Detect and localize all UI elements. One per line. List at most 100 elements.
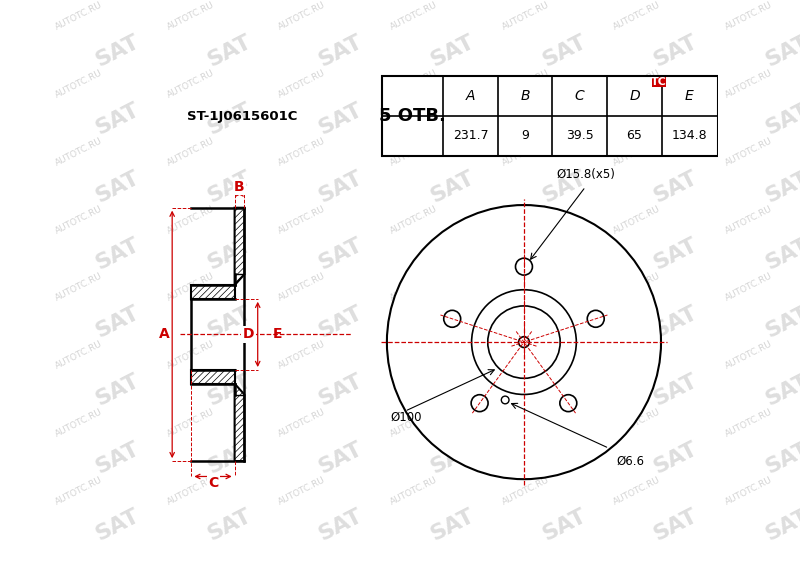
Text: SAT: SAT	[427, 32, 478, 70]
Text: AUTOTC.RU: AUTOTC.RU	[501, 204, 550, 236]
Text: AUTOTC.RU: AUTOTC.RU	[166, 1, 216, 32]
Text: .ru: .ru	[666, 77, 686, 90]
Text: SAT: SAT	[650, 99, 701, 138]
Text: E: E	[273, 327, 282, 342]
Text: AUTOTC.RU: AUTOTC.RU	[501, 339, 550, 371]
Text: AUTOTC.RU: AUTOTC.RU	[612, 204, 662, 236]
Text: SAT: SAT	[204, 167, 254, 206]
Text: SAT: SAT	[204, 506, 254, 545]
Text: AUTOTC.RU: AUTOTC.RU	[612, 1, 662, 32]
Text: SAT: SAT	[315, 506, 366, 545]
Text: SAT: SAT	[315, 303, 366, 342]
Text: SAT: SAT	[427, 235, 478, 274]
Text: AUTOTC.RU: AUTOTC.RU	[389, 407, 439, 439]
Text: AUTOTC.RU: AUTOTC.RU	[166, 407, 216, 439]
Circle shape	[502, 396, 509, 404]
Text: 65: 65	[626, 129, 642, 143]
Text: SAT: SAT	[538, 438, 590, 477]
Text: SAT: SAT	[204, 303, 254, 342]
Text: AUTOTC.RU: AUTOTC.RU	[389, 68, 439, 100]
Text: Ø100: Ø100	[390, 411, 422, 424]
Text: AUTOTC.RU: AUTOTC.RU	[389, 339, 439, 371]
Text: SAT: SAT	[315, 99, 366, 138]
Text: SAT: SAT	[92, 506, 142, 545]
Text: AUTOTC.RU: AUTOTC.RU	[724, 339, 774, 371]
Text: SAT: SAT	[92, 303, 142, 342]
Text: SAT: SAT	[538, 303, 590, 342]
Text: AUTOTC.RU: AUTOTC.RU	[724, 1, 774, 32]
Text: AUTOTC.RU: AUTOTC.RU	[277, 136, 327, 168]
Text: TC: TC	[651, 77, 667, 87]
Text: SAT: SAT	[315, 438, 366, 477]
Circle shape	[471, 395, 488, 411]
Text: AUTOTC.RU: AUTOTC.RU	[389, 1, 439, 32]
Text: AUTOTC.RU: AUTOTC.RU	[724, 407, 774, 439]
Polygon shape	[191, 370, 234, 383]
Text: AUTOTC.RU: AUTOTC.RU	[612, 136, 662, 168]
Text: AUTOTC.RU: AUTOTC.RU	[612, 407, 662, 439]
Text: AUTOTC.RU: AUTOTC.RU	[724, 475, 774, 507]
Text: AUTOTC.RU: AUTOTC.RU	[501, 136, 550, 168]
Text: SAT: SAT	[762, 506, 800, 545]
Text: AUTOTC.RU: AUTOTC.RU	[166, 272, 216, 303]
Text: 231.7: 231.7	[453, 129, 488, 143]
Text: AUTOTC.RU: AUTOTC.RU	[501, 475, 550, 507]
Text: SAT: SAT	[92, 370, 142, 409]
Text: AUTOTC.RU: AUTOTC.RU	[54, 204, 104, 236]
Text: AUTOTC.RU: AUTOTC.RU	[54, 272, 104, 303]
Text: SAT: SAT	[538, 32, 590, 70]
Text: SAT: SAT	[762, 438, 800, 477]
Circle shape	[518, 337, 530, 347]
Text: AUTOTC.RU: AUTOTC.RU	[54, 407, 104, 439]
Text: SAT: SAT	[650, 235, 701, 274]
Circle shape	[472, 290, 576, 394]
Text: A: A	[466, 89, 475, 103]
Text: SAT: SAT	[650, 370, 701, 409]
Text: SAT: SAT	[762, 32, 800, 70]
Text: AUTOTC.RU: AUTOTC.RU	[501, 407, 550, 439]
Text: AUTOTC.RU: AUTOTC.RU	[389, 475, 439, 507]
Text: Ø15.8(x5): Ø15.8(x5)	[556, 168, 615, 181]
Text: SAT: SAT	[315, 370, 366, 409]
Text: SAT: SAT	[204, 32, 254, 70]
Circle shape	[587, 311, 604, 327]
Text: AUTOTC.RU: AUTOTC.RU	[724, 204, 774, 236]
Text: AUTOTC.RU: AUTOTC.RU	[724, 272, 774, 303]
Text: SAT: SAT	[427, 99, 478, 138]
Text: SAT: SAT	[92, 32, 142, 70]
Text: SAT: SAT	[315, 167, 366, 206]
Text: AUTOTC.RU: AUTOTC.RU	[54, 68, 104, 100]
Text: SAT: SAT	[650, 32, 701, 70]
Text: ST-1J0615601C: ST-1J0615601C	[186, 109, 297, 123]
Text: SAT: SAT	[427, 303, 478, 342]
Text: AUTOTC.RU: AUTOTC.RU	[277, 407, 327, 439]
Text: SAT: SAT	[92, 167, 142, 206]
Text: AUTOTC.RU: AUTOTC.RU	[612, 339, 662, 371]
Text: SAT: SAT	[762, 303, 800, 342]
Text: AUTOTC.RU: AUTOTC.RU	[277, 272, 327, 303]
Text: SAT: SAT	[762, 370, 800, 409]
Text: SAT: SAT	[427, 370, 478, 409]
Polygon shape	[234, 208, 245, 285]
Text: SAT: SAT	[92, 438, 142, 477]
Text: SAT: SAT	[92, 99, 142, 138]
Text: SAT: SAT	[762, 167, 800, 206]
Text: AUTOTC.RU: AUTOTC.RU	[724, 68, 774, 100]
Text: 134.8: 134.8	[671, 129, 707, 143]
Text: SAT: SAT	[538, 370, 590, 409]
Text: AUTOTC.RU: AUTOTC.RU	[54, 136, 104, 168]
Text: C: C	[208, 476, 218, 490]
Text: AUTOTC.RU: AUTOTC.RU	[501, 272, 550, 303]
Text: AUTOTC.RU: AUTOTC.RU	[724, 136, 774, 168]
Text: SAT: SAT	[204, 235, 254, 274]
Circle shape	[444, 311, 461, 327]
Text: B: B	[234, 180, 245, 194]
Text: SAT: SAT	[650, 438, 701, 477]
Text: AUTOTC.RU: AUTOTC.RU	[166, 204, 216, 236]
Text: SAT: SAT	[427, 438, 478, 477]
Polygon shape	[191, 285, 234, 299]
Text: AUTOTC.RU: AUTOTC.RU	[277, 68, 327, 100]
Text: SAT: SAT	[204, 370, 254, 409]
Circle shape	[560, 395, 577, 411]
Text: A: A	[159, 327, 170, 342]
